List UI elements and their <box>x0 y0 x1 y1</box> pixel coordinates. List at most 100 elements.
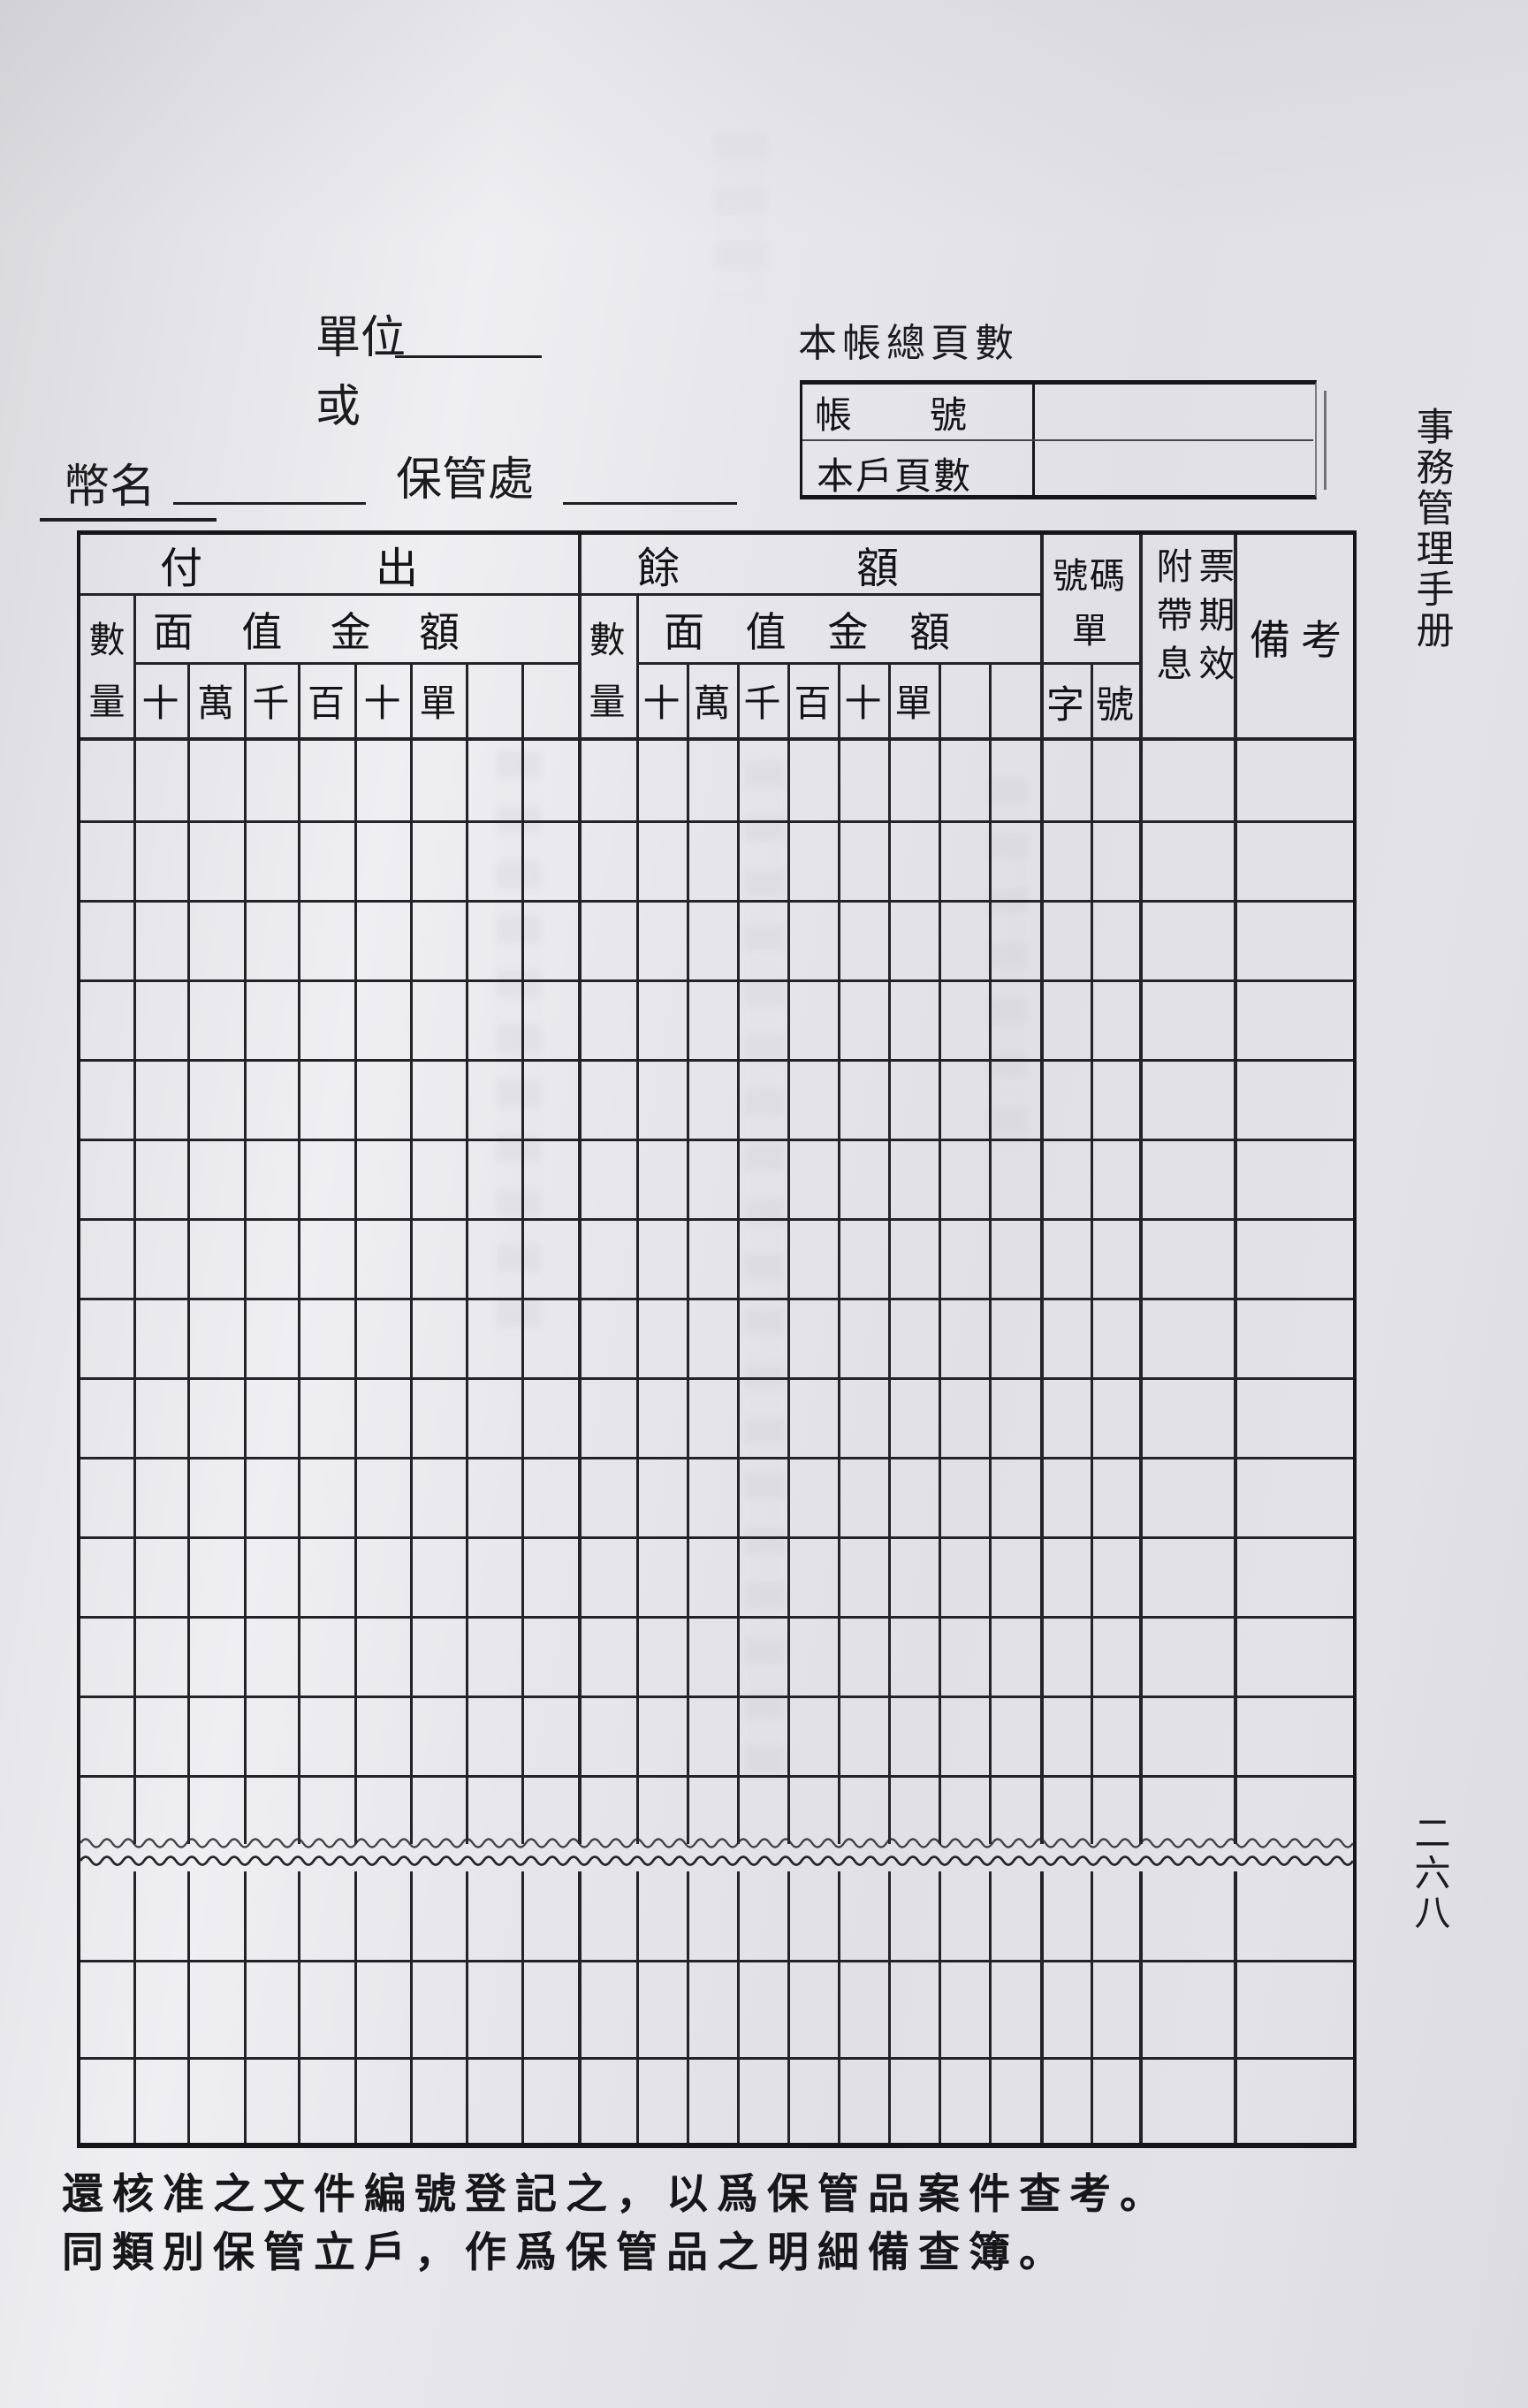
grid-line <box>636 1871 639 2143</box>
grid-line <box>989 662 992 1844</box>
grid-line <box>521 1871 524 2143</box>
grid-line <box>80 1139 1353 1141</box>
grid-line <box>1091 662 1093 1844</box>
grid-line <box>989 1871 992 2143</box>
digit-column-label: 萬 <box>196 684 234 725</box>
grid-line <box>939 1871 941 2143</box>
grid-line <box>354 1871 357 2143</box>
digit-column-label: 萬 <box>693 684 731 725</box>
table-grid: 十萬千百十單十萬千百十單 <box>79 535 1355 2143</box>
grid-line <box>939 662 941 1844</box>
grid-line <box>1040 535 1044 1844</box>
grid-line <box>1139 535 1143 1844</box>
grid-line <box>80 900 1353 903</box>
wavy-break <box>79 1838 1355 1866</box>
grid-line <box>737 662 740 1844</box>
book-side-title: 事務管理手册 <box>1410 407 1452 651</box>
quantity-label-payout: 數量 <box>88 619 125 722</box>
ticket-prefix-label: 字 <box>1046 684 1084 727</box>
grid-line <box>466 1871 468 2143</box>
coupon-validity-label-right: 票期效 <box>1193 547 1234 693</box>
digit-column-label: 十 <box>363 684 401 725</box>
ticket-num-label: 號 <box>1096 684 1134 727</box>
grid-line <box>410 1871 413 2143</box>
grid-line <box>133 593 136 1844</box>
account-box: 帳號 本戶頁數 <box>800 380 1317 499</box>
grid-line <box>1234 535 1237 1844</box>
grid-line <box>80 1457 1353 1459</box>
grid-line <box>687 1871 689 2143</box>
grid-line <box>838 662 840 1844</box>
bleed-through-smudge <box>497 751 541 1335</box>
account-no-label: 帳號 <box>815 395 967 437</box>
digit-column-label: 十 <box>642 684 680 725</box>
grid-line <box>787 1871 790 2143</box>
page-number: 二六八 <box>1409 1814 1449 1933</box>
grid-line <box>80 1298 1353 1300</box>
grid-line <box>1139 1871 1143 2143</box>
grid-line <box>80 1059 1353 1062</box>
grid-line <box>578 1871 582 2143</box>
unit-field-line <box>395 355 542 358</box>
grid-line <box>298 1871 300 2143</box>
grid-line <box>187 662 190 1844</box>
digit-column-label: 千 <box>252 684 290 725</box>
grid-line <box>354 662 357 1844</box>
digit-column-label: 十 <box>141 684 179 725</box>
remarks-label: 備考 <box>1250 617 1342 663</box>
grid-line <box>787 662 790 1844</box>
digit-column-label: 千 <box>743 684 781 725</box>
footnote-line-1: 還核准之文件編號登記之，以爲保管品案件查考。 <box>62 2172 1170 2218</box>
custody-ledger-table: 十萬千百十單十萬千百十單 付出 餘額 面值金額 面值金額 數量 數量 號碼 單 … <box>77 530 1357 2148</box>
quantity-label-balance: 數量 <box>589 619 626 722</box>
leftover-field-line <box>40 518 217 522</box>
wavy-line <box>80 1838 1354 1848</box>
grid-line <box>410 662 413 1844</box>
account-box-row-divider <box>802 439 1313 441</box>
grid-line <box>80 1377 1353 1380</box>
custody-field-line <box>563 502 737 505</box>
grid-line <box>636 593 639 1844</box>
grid-line <box>80 737 1353 741</box>
grid-line <box>80 1536 1353 1539</box>
currency-field-line <box>173 502 366 505</box>
grid-line <box>244 662 247 1844</box>
grid-line <box>80 2057 1353 2060</box>
grid-line <box>521 662 524 1844</box>
grid-line <box>687 662 689 1844</box>
account-pages-label: 本戶頁數 <box>817 457 973 498</box>
ticket-number-group-label: 號碼 單 <box>1040 538 1139 662</box>
digit-column-label: 百 <box>794 684 832 725</box>
digit-column-label: 十 <box>844 684 882 725</box>
bleed-through-smudge <box>988 778 1027 1158</box>
grid-line <box>636 662 1139 665</box>
grid-line <box>80 1616 1353 1619</box>
grid-line <box>1234 1871 1237 2143</box>
ticket-number-group-line2: 單 <box>1072 611 1107 651</box>
grid-line <box>80 1775 1353 1778</box>
balance-group-label: 餘額 <box>637 545 899 592</box>
grid-line <box>133 1871 136 2143</box>
digit-column-label: 單 <box>419 684 457 725</box>
grid-line <box>187 1871 190 2143</box>
grid-line <box>80 1960 1353 1962</box>
coupon-interest-label-left: 附帶息 <box>1151 547 1191 693</box>
grid-line <box>578 535 582 1844</box>
digit-column-label: 單 <box>894 684 932 725</box>
grid-line <box>737 1871 740 2143</box>
grid-line <box>888 662 891 1844</box>
wavy-line <box>79 1856 1355 1866</box>
face-value-label-payout: 面值金額 <box>153 610 460 655</box>
grid-line <box>80 1218 1353 1221</box>
grid-line <box>838 1871 840 2143</box>
bleed-through-smudge <box>714 133 767 301</box>
grid-line <box>1091 1871 1093 2143</box>
account-box-edge-tick <box>1324 391 1327 490</box>
grid-line <box>80 593 1040 596</box>
grid-line <box>244 1871 247 2143</box>
face-value-label-balance: 面值金額 <box>664 610 950 655</box>
grid-line <box>80 820 1353 823</box>
total-pages-label: 本帳總頁數 <box>798 322 1019 365</box>
or-label: 或 <box>315 383 361 432</box>
